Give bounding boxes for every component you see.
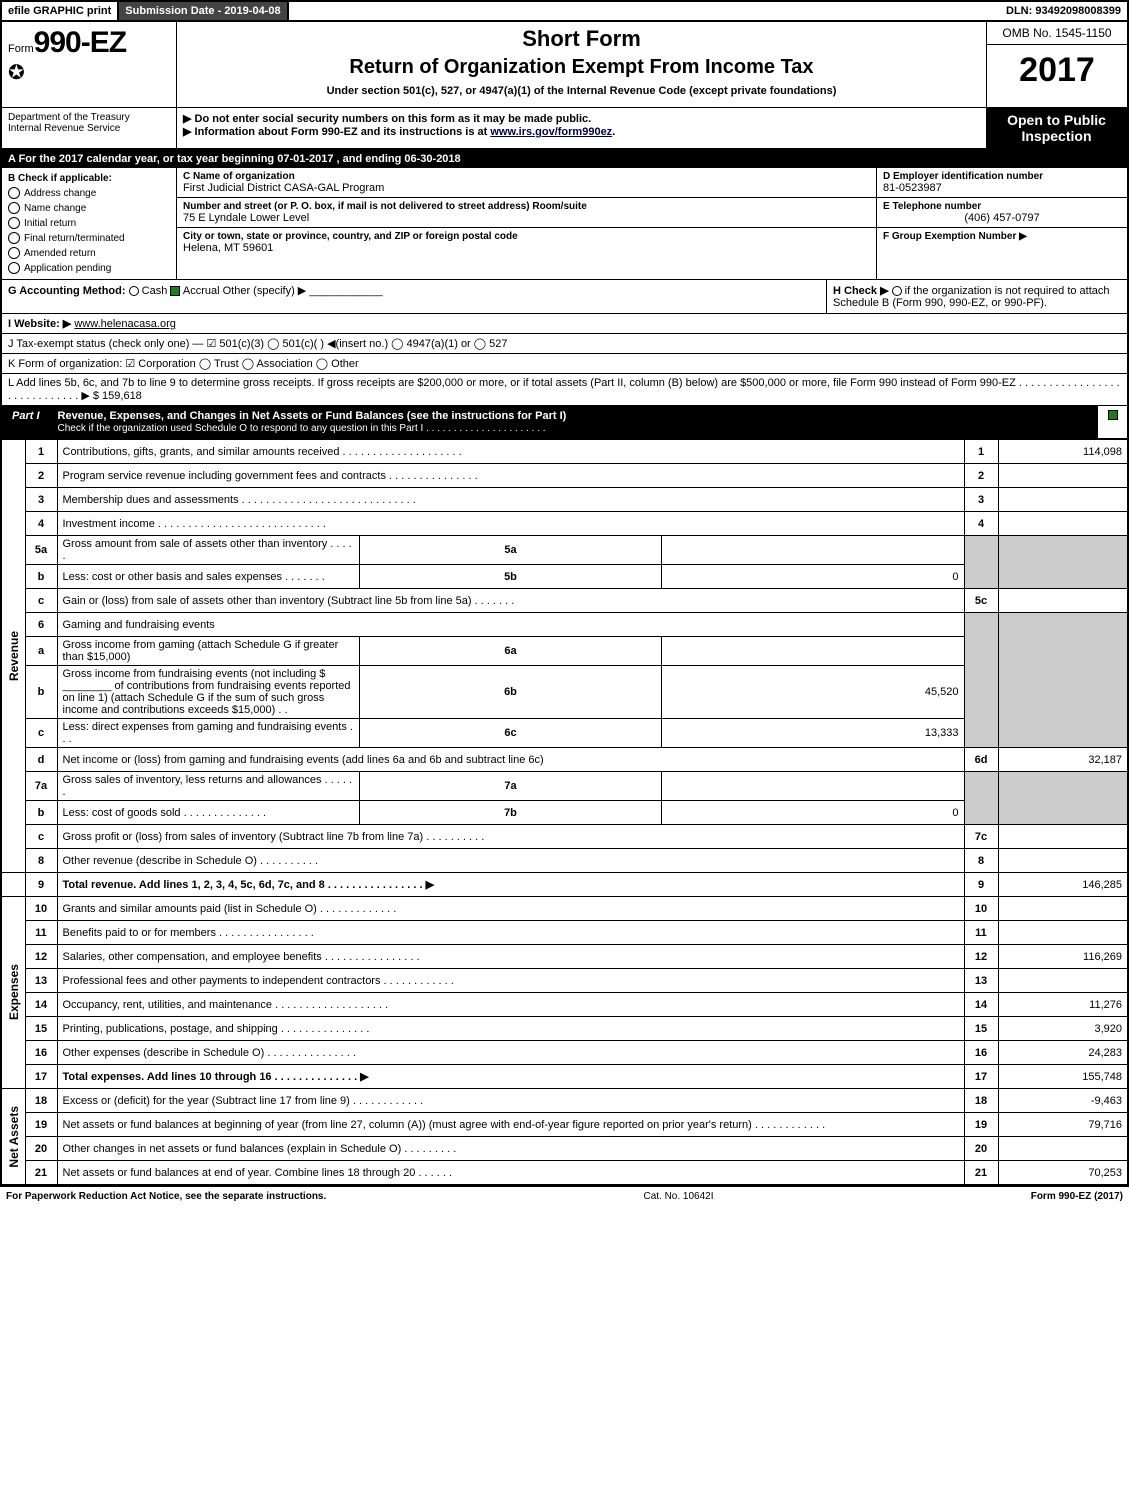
department: Department of the Treasury Internal Reve… <box>2 108 177 148</box>
footer-cat: Cat. No. 10642I <box>643 1191 713 1202</box>
amt-16: 24,283 <box>998 1041 1128 1065</box>
efile-print[interactable]: efile GRAPHIC print <box>2 2 119 20</box>
check-name-change[interactable]: Name change <box>8 201 170 216</box>
section-def: D Employer identification number 81-0523… <box>877 168 1127 279</box>
section-j: J Tax-exempt status (check only one) — ☑… <box>0 334 1129 354</box>
irs-seal-icon: ✪ <box>8 60 170 85</box>
page-footer: For Paperwork Reduction Act Notice, see … <box>0 1185 1129 1206</box>
radio-cash[interactable] <box>129 286 139 296</box>
telephone: (406) 457-0797 <box>883 212 1121 224</box>
section-g: G Accounting Method: Cash Accrual Other … <box>2 280 827 313</box>
amt-12: 116,269 <box>998 945 1128 969</box>
val-6c: 13,333 <box>662 719 964 748</box>
group-exemption: F Group Exemption Number ▶ <box>883 231 1121 242</box>
ein: 81-0523987 <box>883 182 1121 194</box>
check-initial-return[interactable]: Initial return <box>8 216 170 231</box>
omb-number: OMB No. 1545-1150 <box>987 22 1127 45</box>
amt-14: 11,276 <box>998 993 1128 1017</box>
check-address-change[interactable]: Address change <box>8 186 170 201</box>
header-row-2: Department of the Treasury Internal Reve… <box>0 107 1129 150</box>
dln: DLN: 93492098008399 <box>1000 2 1127 20</box>
header-center: Short Form Return of Organization Exempt… <box>177 22 987 107</box>
instructions: ▶ Do not enter social security numbers o… <box>177 108 987 148</box>
amt-21: 70,253 <box>998 1161 1128 1185</box>
check-accrual[interactable] <box>170 286 180 296</box>
net-assets-side-label: Net Assets <box>7 1106 21 1168</box>
block-b-through-f: B Check if applicable: Address change Na… <box>0 168 1129 280</box>
website[interactable]: www.helenacasa.org <box>74 318 176 330</box>
expenses-side-label: Expenses <box>7 964 21 1020</box>
amt-15: 3,920 <box>998 1017 1128 1041</box>
revenue-side-label: Revenue <box>7 631 21 681</box>
amt-19: 79,716 <box>998 1113 1128 1137</box>
section-h: H Check ▶ if the organization is not req… <box>827 280 1127 313</box>
tax-year: 2017 <box>987 45 1127 96</box>
section-i: I Website: ▶ www.helenacasa.org <box>0 314 1129 334</box>
line-a: A For the 2017 calendar year, or tax yea… <box>0 150 1129 168</box>
check-final-return[interactable]: Final return/terminated <box>8 231 170 246</box>
amt-17: 155,748 <box>998 1065 1128 1089</box>
section-b: B Check if applicable: Address change Na… <box>2 168 177 279</box>
short-form-title: Short Form <box>183 26 980 52</box>
part-1-check[interactable] <box>1097 406 1127 438</box>
footer-left: For Paperwork Reduction Act Notice, see … <box>6 1191 326 1202</box>
footer-form: Form 990-EZ (2017) <box>1031 1191 1123 1202</box>
part-1-table: Revenue 1 Contributions, gifts, grants, … <box>0 439 1129 1185</box>
section-k: K Form of organization: ☑ Corporation ◯ … <box>0 354 1129 374</box>
check-application-pending[interactable]: Application pending <box>8 261 170 276</box>
amt-6d: 32,187 <box>998 748 1128 772</box>
amt-1: 114,098 <box>998 440 1128 464</box>
org-name: First Judicial District CASA-GAL Program <box>183 182 870 194</box>
row-g-h: G Accounting Method: Cash Accrual Other … <box>0 280 1129 314</box>
part-1-header: Part I Revenue, Expenses, and Changes in… <box>0 406 1129 439</box>
subtitle-1: Under section 501(c), 527, or 4947(a)(1)… <box>183 85 980 97</box>
check-amended-return[interactable]: Amended return <box>8 246 170 261</box>
form-header: Form990-EZ ✪ Short Form Return of Organi… <box>0 22 1129 107</box>
org-city: Helena, MT 59601 <box>183 242 870 254</box>
amt-18: -9,463 <box>998 1089 1128 1113</box>
section-c: C Name of organization First Judicial Di… <box>177 168 877 279</box>
top-bar: efile GRAPHIC print Submission Date - 20… <box>0 0 1129 22</box>
header-right: OMB No. 1545-1150 2017 <box>987 22 1127 107</box>
section-l: L Add lines 5b, 6c, and 7b to line 9 to … <box>0 374 1129 406</box>
val-6b: 45,520 <box>662 666 964 719</box>
radio-h[interactable] <box>892 286 902 296</box>
submission-date: Submission Date - 2019-04-08 <box>119 2 288 20</box>
open-to-public: Open to Public Inspection <box>987 108 1127 148</box>
form-number-cell: Form990-EZ ✪ <box>2 22 177 107</box>
irs-link[interactable]: www.irs.gov/form990ez <box>490 126 612 138</box>
amt-9: 146,285 <box>998 873 1128 897</box>
return-title: Return of Organization Exempt From Incom… <box>183 56 980 79</box>
org-address: 75 E Lyndale Lower Level <box>183 212 870 224</box>
